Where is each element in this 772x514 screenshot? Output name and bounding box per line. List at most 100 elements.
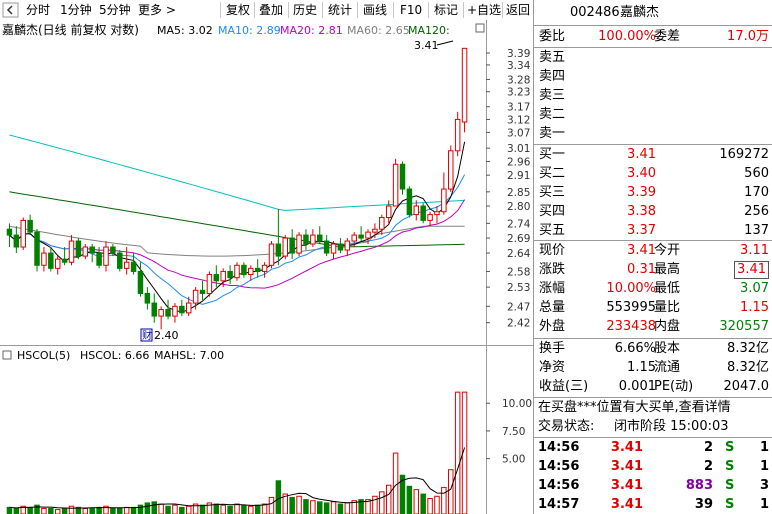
- candle-body: [372, 228, 378, 233]
- fund-value: 2047.0: [723, 379, 770, 394]
- trade-side: S: [725, 440, 735, 455]
- fundamental-row: 收益(三) 0.001 PE(动) 2047.0: [534, 377, 772, 397]
- f10-button[interactable]: F10: [400, 3, 423, 17]
- volume-bar: [96, 506, 102, 514]
- overlay-button[interactable]: 叠加: [259, 3, 284, 17]
- sell-1-row[interactable]: 卖一: [534, 124, 772, 144]
- stock-code: 002486: [570, 5, 620, 20]
- volume-bar: [185, 505, 192, 514]
- statistics-button[interactable]: 统计: [328, 3, 353, 17]
- tick-trade-row: 14:56 3.41 2 S 1: [534, 458, 772, 476]
- candle-body: [34, 231, 40, 266]
- more-menu[interactable]: 更多 >: [138, 3, 176, 17]
- kline-chart[interactable]: 3.39 3.34 3.28 3.23 3.17 3.12 3.07 3.01 2.96 2.91…: [0, 20, 533, 514]
- fund-label: 流通: [654, 360, 681, 375]
- trade-status-row: 交易状态: 闭市阶段 15:00:03: [534, 417, 772, 437]
- panel-resize-icon[interactable]: [475, 23, 485, 33]
- volume-bar: [399, 474, 406, 514]
- y-tick-label: 2.69: [507, 233, 530, 245]
- trade-volume: 883: [685, 478, 713, 493]
- volume-bar: [310, 500, 316, 514]
- tab-timeshare[interactable]: 分时: [26, 3, 51, 17]
- candle-body: [310, 234, 316, 245]
- mark-button[interactable]: 标记: [434, 3, 459, 17]
- volume-bar: [54, 509, 61, 514]
- volume-bar: [220, 504, 226, 514]
- candle-body: [123, 261, 130, 269]
- y-tick-label: 3.34: [507, 60, 531, 72]
- candle-body: [275, 243, 282, 257]
- trade-volume: 39: [694, 497, 713, 512]
- ma-legend-item: MA20: 2.81: [280, 24, 343, 37]
- sell-3-row[interactable]: 卖三: [534, 86, 772, 106]
- trade-time: 14:57: [538, 497, 580, 512]
- sell-5-row[interactable]: 卖五: [534, 48, 772, 68]
- notice-text[interactable]: 在买盘***位置有大买单,查看详情: [538, 400, 731, 415]
- candle-body: [89, 246, 95, 254]
- ma-legend-item: MA10: 2.89: [218, 24, 281, 37]
- add-watchlist-button[interactable]: +自选: [467, 3, 502, 17]
- candle-body: [427, 214, 433, 221]
- buy-volume: 169272: [719, 147, 769, 162]
- y-tick-label: 2.53: [507, 282, 530, 294]
- candle-body: [406, 188, 413, 216]
- quote-stat-row: 外盘 233438 内盘 320557: [534, 317, 772, 337]
- back-button[interactable]: 返回: [506, 3, 531, 17]
- tab-5min[interactable]: 5分钟: [99, 3, 131, 17]
- y-tick-label: 2.91: [507, 170, 530, 182]
- draw-line-button[interactable]: 画线: [363, 3, 388, 17]
- fundamental-row: 净资 1.15 流通 8.32亿: [534, 358, 772, 378]
- buy-2-row[interactable]: 买二 3.40 560: [534, 164, 772, 184]
- trade-status-label: 交易状态:: [538, 419, 595, 434]
- buy-label: 买三: [539, 185, 566, 200]
- vol-tick-label: 7.50: [502, 426, 525, 438]
- chevron-left-icon[interactable]: [2, 2, 20, 18]
- trade-side: S: [725, 478, 735, 493]
- buy-4-row[interactable]: 买四 3.38 256: [534, 202, 772, 222]
- tick-trade-row: 14:56 3.41 2 S 1: [534, 439, 772, 457]
- buy-volume: 256: [744, 204, 769, 219]
- candle-body: [434, 211, 440, 216]
- buy-3-row[interactable]: 买三 3.39 170: [534, 183, 772, 203]
- trade-time: 14:56: [538, 459, 580, 474]
- volume-bar: [123, 506, 130, 514]
- buy-volume: 560: [744, 166, 769, 181]
- sell-2-row[interactable]: 卖二: [534, 105, 772, 125]
- vol-tick-label: 5.00: [502, 454, 525, 466]
- volume-bar: [385, 484, 392, 514]
- stat-value: 233438: [606, 319, 656, 334]
- buy-volume: 137: [744, 223, 769, 238]
- candle-body: [441, 188, 447, 213]
- buy-label: 买一: [539, 147, 566, 162]
- sell-4-row[interactable]: 卖四: [534, 67, 772, 87]
- restore-right-button[interactable]: 复权: [226, 3, 251, 17]
- ma60-line: [9, 225, 465, 257]
- volume-bar: [110, 507, 116, 514]
- candle-body: [241, 264, 247, 276]
- mahsl-line: [9, 447, 466, 509]
- buy-5-row[interactable]: 买五 3.37 137: [534, 221, 772, 241]
- indicator-collapse-icon[interactable]: [2, 350, 12, 360]
- ma-legend-item: MA5: 3.02: [157, 24, 213, 37]
- candle-body: [41, 252, 47, 266]
- y-tick-label: 2.74: [507, 218, 531, 230]
- financial-report-badge[interactable]: [140, 328, 153, 342]
- buy-1-row[interactable]: 买一 3.41 169272: [534, 145, 772, 165]
- tab-1min[interactable]: 1分钟: [60, 3, 92, 17]
- y-tick-label: 2.96: [507, 157, 531, 169]
- volume-bar: [241, 504, 247, 514]
- volume-bar: [344, 502, 351, 514]
- volume-bar: [427, 497, 433, 514]
- toolbar-divider: [322, 2, 323, 18]
- volume-bar: [303, 499, 309, 514]
- history-button[interactable]: 历史: [293, 3, 318, 17]
- big-order-notice[interactable]: 在买盘***位置有大买单,查看详情: [534, 398, 772, 418]
- candle-body: [365, 231, 371, 239]
- trade-count: 1: [759, 440, 769, 455]
- weibi-label: 委比: [539, 29, 566, 44]
- trade-count: 3: [759, 478, 769, 493]
- financial-report-icon[interactable]: 财: [142, 329, 152, 342]
- trade-time: 14:56: [538, 478, 580, 493]
- candle-body: [351, 234, 357, 242]
- candle-body: [192, 289, 199, 304]
